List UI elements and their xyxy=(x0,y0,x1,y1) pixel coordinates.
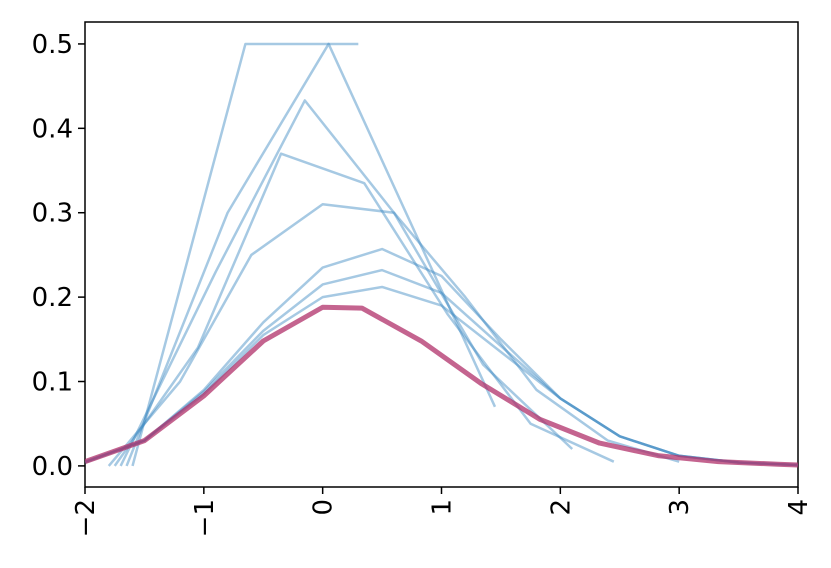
y-tick-label: 0.4 xyxy=(32,114,73,144)
x-tick-label: 2 xyxy=(546,499,576,516)
y-tick-label: 0.2 xyxy=(32,283,73,313)
plot-frame xyxy=(84,21,799,488)
series-line xyxy=(131,42,359,467)
series-line xyxy=(85,304,798,468)
series-line xyxy=(125,42,497,467)
series-line xyxy=(85,285,798,467)
x-tick-label: −2 xyxy=(71,499,101,537)
series-line xyxy=(107,203,680,467)
series-line xyxy=(119,99,574,467)
x-tick-label: 4 xyxy=(784,499,814,516)
y-tick-label: 0.5 xyxy=(32,30,73,60)
x-tick-label: 1 xyxy=(428,499,458,516)
series-line xyxy=(113,152,615,467)
y-tick-label: 0.1 xyxy=(32,368,73,398)
y-tick-label: 0.0 xyxy=(32,452,73,482)
x-tick-label: 3 xyxy=(665,499,695,516)
y-tick-label: 0.3 xyxy=(32,199,73,229)
x-tick-label: −1 xyxy=(190,499,220,537)
x-tick-label: 0 xyxy=(309,499,339,516)
